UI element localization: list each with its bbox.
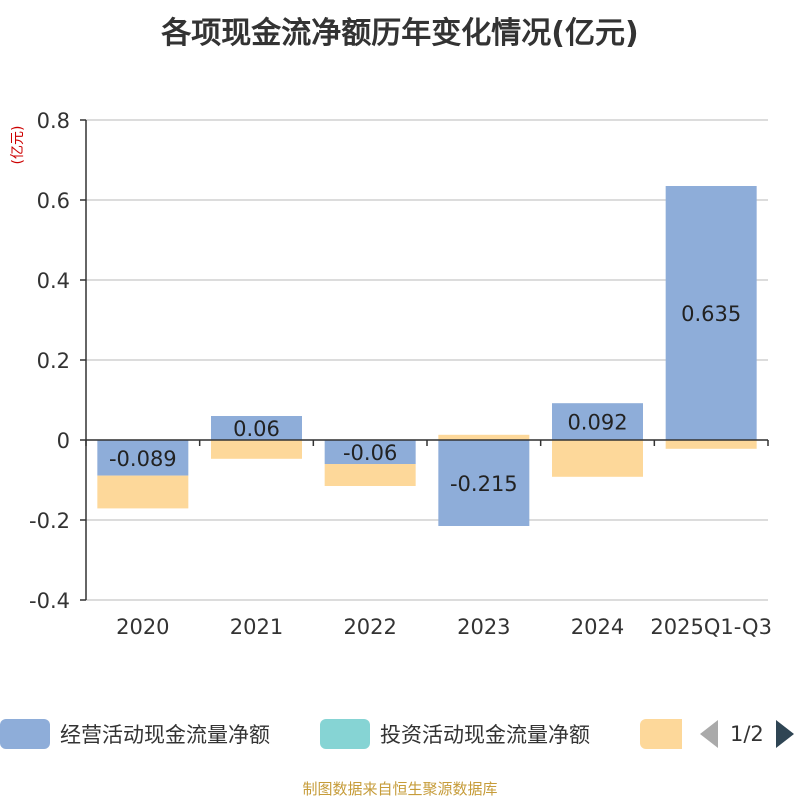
chart-plot: -0.4 -0.2 0 0.2 0.4 0.6 0.8 2020 2021 2022 2023 202… (10, 109, 772, 639)
legend: 经营活动现金流量净额 投资活动现金流量净额 1/2 (0, 716, 800, 756)
axes: -0.4 -0.2 0 0.2 0.4 0.6 0.8 2020 2021 2022 2023 202… (29, 109, 772, 639)
legend-label-operating: 经营活动现金流量净额 (60, 723, 270, 747)
bar-series-0-2025Q1-Q3[interactable] (665, 186, 757, 440)
bar-series-0-2021[interactable] (211, 416, 302, 440)
x-tick-label: 2020 (116, 615, 169, 639)
y-tick-label: 0.8 (37, 109, 70, 133)
x-tick-label: 2025Q1-Q3 (650, 615, 772, 639)
bar-series-2-2022[interactable] (324, 464, 416, 486)
legend-label-investing: 投资活动现金流量净额 (380, 723, 590, 747)
legend-page-indicator: 1/2 (730, 722, 764, 746)
legend-item-operating[interactable]: 经营活动现金流量净额 (0, 716, 270, 752)
bar-series-2-2024[interactable] (552, 440, 643, 477)
y-axis-label: (亿元) (10, 126, 26, 165)
data-label-2025Q1-Q3: 0.635 (681, 302, 741, 326)
y-tick-label: -0.4 (29, 589, 70, 613)
legend-pager: 1/2 (700, 716, 794, 752)
bar-series-0-2023[interactable] (438, 440, 530, 526)
legend-swatch-investing (320, 719, 370, 749)
legend-item-investing[interactable]: 投资活动现金流量净额 (320, 716, 590, 752)
legend-swatch-financing (640, 719, 682, 749)
y-tick-label: 0.6 (37, 189, 70, 213)
pager-next-icon[interactable] (775, 720, 794, 748)
bar-group (97, 186, 757, 526)
y-tick-label: 0 (57, 429, 70, 453)
y-tick-label: 0.2 (37, 349, 70, 373)
y-tick-label: -0.2 (29, 509, 70, 533)
legend-swatch-operating (0, 719, 50, 749)
source-note: 制图数据来自恒生聚源数据库 (302, 780, 498, 798)
bar-series-2-2023[interactable] (438, 434, 530, 440)
y-tick-label: 0.4 (37, 269, 70, 293)
chart-title: 各项现金流净额历年变化情况(亿元) (161, 16, 639, 51)
data-label-2022: -0.06 (343, 441, 397, 465)
data-label-2021: 0.06 (233, 417, 280, 441)
x-tick-label: 2021 (230, 615, 283, 639)
bar-series-2-2020[interactable] (97, 475, 189, 509)
data-label-2020: -0.089 (109, 447, 177, 471)
x-tick-label: 2024 (571, 615, 624, 639)
bar-series-2-2025Q1-Q3[interactable] (665, 440, 757, 449)
x-tick-label: 2022 (343, 615, 396, 639)
legend-item-financing[interactable] (640, 716, 682, 752)
pager-prev-icon[interactable] (700, 720, 718, 748)
data-label-2023: -0.215 (450, 472, 518, 496)
bar-series-2-2021[interactable] (211, 440, 302, 459)
data-label-2024: 0.092 (567, 411, 627, 435)
data-labels: -0.089 0.06 -0.06 -0.215 0.092 0.635 (109, 302, 741, 496)
bar-series-0-2024[interactable] (552, 403, 643, 440)
bar-series-0-2020[interactable] (97, 440, 189, 476)
bar-series-0-2022[interactable] (324, 440, 416, 464)
x-tick-label: 2023 (457, 615, 510, 639)
